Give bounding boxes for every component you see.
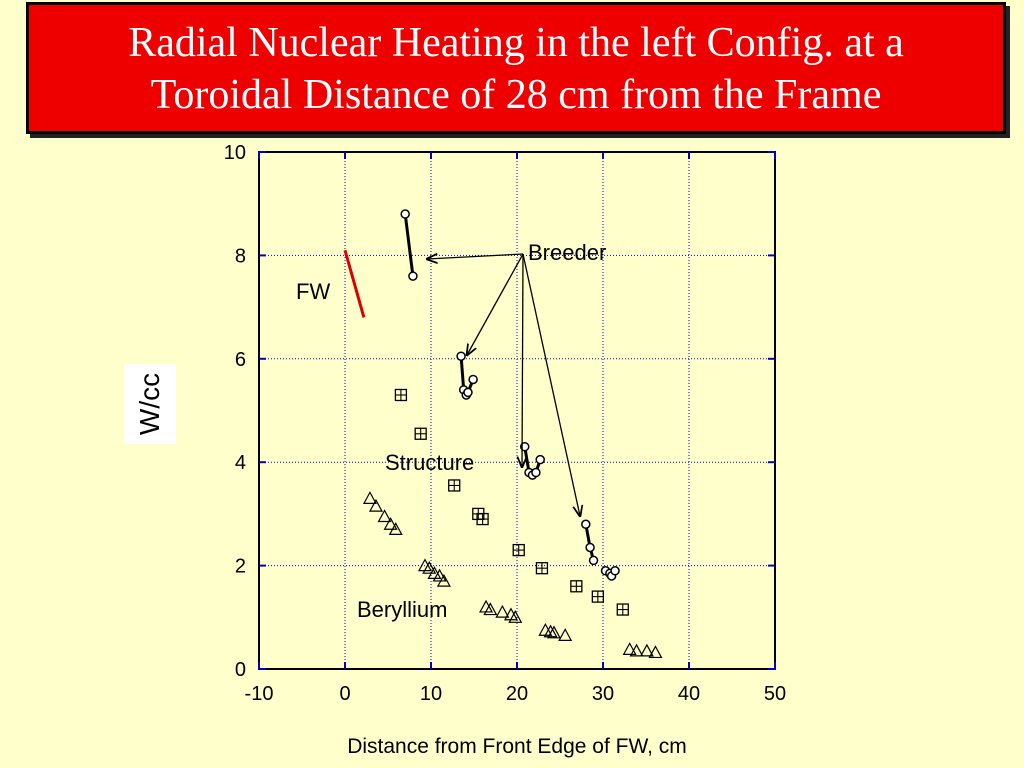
x-tick-label: 20 bbox=[506, 683, 528, 705]
beryllium-point bbox=[432, 568, 447, 582]
breeder-point bbox=[463, 387, 473, 398]
y-tick-label: 6 bbox=[235, 349, 246, 371]
annotation-breeder: Breeder bbox=[528, 240, 606, 265]
beryllium-point bbox=[538, 622, 553, 636]
y-tick-label: 4 bbox=[235, 452, 246, 474]
y-tick-label: 2 bbox=[235, 556, 246, 578]
breeder-point bbox=[468, 374, 478, 385]
breeder-arrow bbox=[427, 254, 524, 259]
breeder-line bbox=[584, 523, 595, 561]
breeder-point bbox=[588, 555, 599, 566]
annotation-fw: FW bbox=[296, 279, 330, 304]
beryllium-point bbox=[388, 522, 403, 536]
x-tick-label: 10 bbox=[420, 683, 442, 705]
beryllium-point bbox=[362, 491, 377, 504]
beryllium-point bbox=[483, 602, 498, 616]
y-tick-label: 10 bbox=[224, 142, 246, 164]
beryllium-point bbox=[383, 516, 398, 530]
annotations: Breeder FW Structure Beryllium bbox=[296, 240, 606, 622]
beryllium-point bbox=[622, 642, 637, 655]
x-tick-label: 50 bbox=[764, 683, 786, 705]
beryllium-point bbox=[508, 610, 523, 623]
breeder-arrow bbox=[522, 253, 580, 516]
breeder-arrow bbox=[522, 253, 523, 467]
y-axis-label-box: W/cc bbox=[124, 364, 176, 444]
beryllium-point bbox=[436, 573, 451, 587]
x-tick-label: 0 bbox=[339, 683, 350, 705]
breeder-point bbox=[531, 467, 541, 478]
x-tick-label: -10 bbox=[245, 683, 274, 705]
y-tick-label: 0 bbox=[235, 659, 246, 681]
beryllium-point bbox=[495, 604, 510, 618]
title-line-1: Radial Nuclear Heating in the left Confi… bbox=[128, 20, 904, 66]
title-banner: Radial Nuclear Heating in the left Confi… bbox=[26, 2, 1006, 134]
y-tick-label: 8 bbox=[235, 245, 246, 267]
beryllium-point bbox=[546, 625, 561, 639]
breeder-line bbox=[403, 213, 415, 277]
annotation-structure: Structure bbox=[385, 450, 474, 475]
breeder-point bbox=[456, 351, 466, 361]
x-tick-label: 40 bbox=[678, 683, 700, 705]
beryllium-point bbox=[543, 624, 558, 638]
breeder-point bbox=[408, 271, 418, 281]
breeder-point bbox=[585, 542, 595, 553]
grid bbox=[259, 152, 775, 669]
beryllium-point bbox=[648, 645, 663, 659]
beryllium-point bbox=[558, 628, 573, 641]
beryllium-point bbox=[629, 643, 644, 657]
breeder-point bbox=[535, 454, 545, 465]
beryllium-point bbox=[368, 498, 383, 512]
marks bbox=[343, 209, 663, 659]
breeder-arrow bbox=[467, 253, 524, 355]
fw-line bbox=[343, 249, 366, 318]
breeder-point bbox=[400, 209, 410, 219]
annotation-beryllium: Beryllium bbox=[357, 597, 447, 622]
beryllium-point bbox=[639, 643, 654, 657]
breeder-point bbox=[610, 566, 620, 576]
title-line-2: Toroidal Distance of 28 cm from the Fram… bbox=[150, 72, 882, 118]
x-axis-label: Distance from Front Edge of FW, cm bbox=[347, 735, 687, 758]
beryllium-point bbox=[377, 509, 392, 523]
x-tick-label: 30 bbox=[592, 683, 614, 705]
breeder-point bbox=[581, 519, 591, 529]
beryllium-point bbox=[422, 560, 437, 574]
